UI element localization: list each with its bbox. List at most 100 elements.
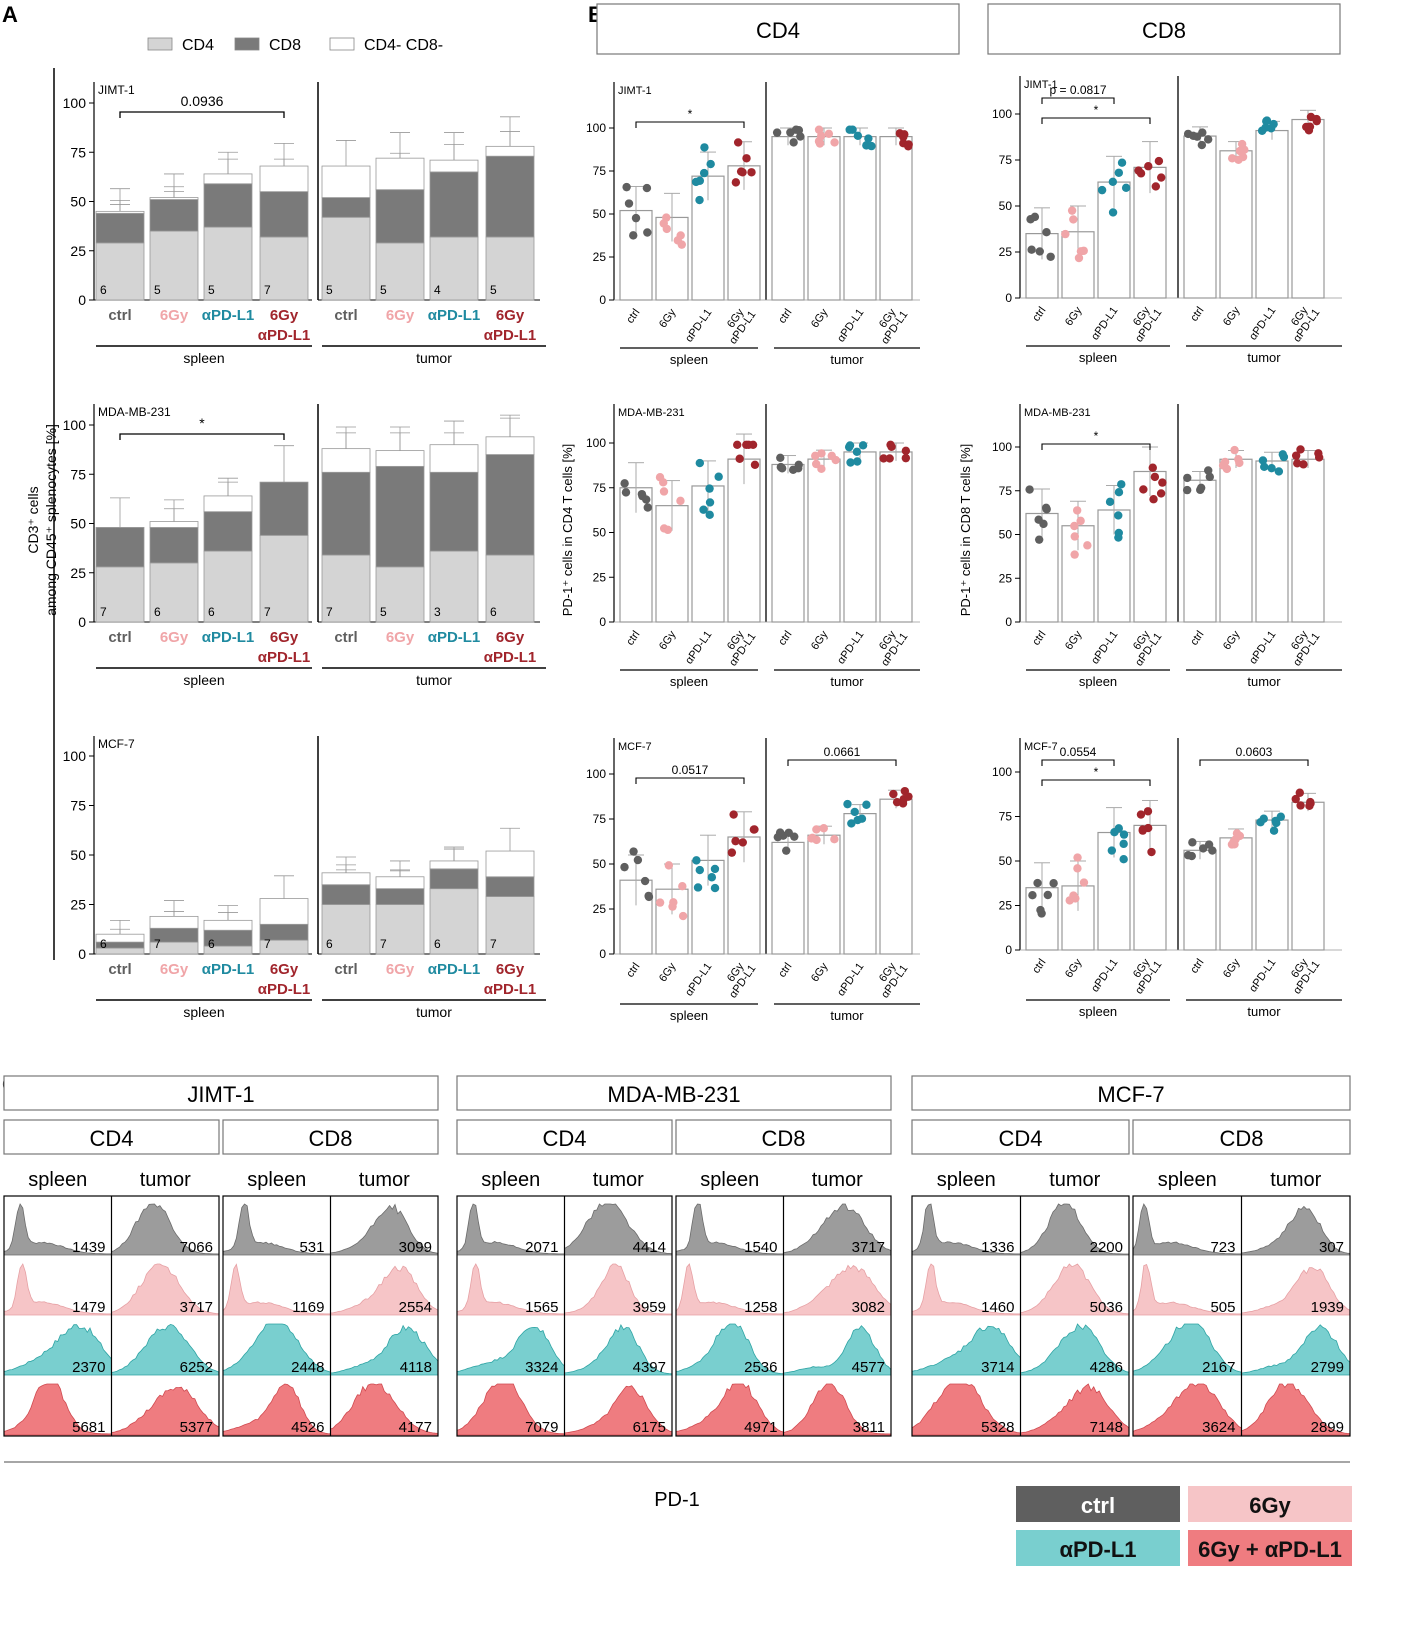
x-label-tumor-2: αPD-L1	[428, 961, 481, 978]
mfi-value-spleen-2: 2448	[291, 1359, 324, 1376]
data-point-spleen-2	[1108, 177, 1118, 187]
panel-c: JIMT-1CD4spleen1439147923705681tumor7066…	[3, 1075, 1352, 1566]
x-label-spleen-2: αPD-L1	[202, 629, 255, 646]
n-label: 6	[154, 605, 161, 619]
data-point-spleen-3	[729, 810, 738, 819]
n-label: 6	[208, 937, 215, 951]
histogram-spleen-2	[222, 1323, 331, 1376]
x-label-tumor-1: 6Gy	[809, 628, 831, 652]
data-point-spleen-0	[643, 503, 652, 512]
x-label-tumor-1: 6Gy	[809, 306, 831, 330]
bar-tumor-3-CD8	[485, 876, 535, 897]
histogram-tumor-1	[330, 1265, 439, 1316]
mfi-value-spleen-0: 1336	[981, 1239, 1014, 1256]
histogram-tumor-1	[111, 1263, 220, 1316]
histogram-tumor-3	[783, 1383, 892, 1436]
data-point-tumor-1	[819, 824, 828, 833]
bar-tumor-1	[1219, 837, 1253, 951]
data-point-spleen-2	[1117, 480, 1126, 489]
cell-line-label: MDA-MB-231	[1024, 407, 1091, 419]
data-point-spleen-1	[1083, 541, 1092, 550]
histogram-spleen-1	[675, 1263, 784, 1316]
data-point-tumor-3	[1314, 453, 1324, 462]
bar-spleen-0-CD4- CD8-	[95, 210, 145, 214]
data-point-spleen-2	[700, 143, 709, 152]
bracket-spleen	[635, 777, 745, 784]
y-tick-label: 25	[999, 571, 1013, 585]
cell-line-label: JIMT-1	[98, 83, 135, 97]
bar-tumor-2	[1255, 129, 1289, 299]
n-label: 7	[154, 937, 161, 951]
significance-bracket	[119, 111, 285, 118]
data-point-spleen-3	[1156, 489, 1166, 498]
data-point-spleen-1	[659, 487, 669, 496]
x-label-spleen-3b: αPD-L1	[258, 981, 311, 998]
data-point-tumor-1	[1218, 461, 1228, 470]
x-label-spleen-0: ctrl	[108, 961, 131, 978]
group-label-spleen: spleen	[670, 674, 708, 689]
data-point-tumor-2	[844, 442, 854, 452]
mfi-value-tumor-2: 4118	[400, 1359, 432, 1376]
histogram-spleen-3	[222, 1383, 331, 1436]
bar-tumor-2-CD8	[429, 471, 479, 552]
y-tick-label: 100	[992, 765, 1012, 779]
data-point-tumor-2	[853, 131, 863, 141]
site-label: spleen	[937, 1169, 996, 1191]
data-point-spleen-1	[1067, 206, 1077, 215]
data-point-spleen-3	[1154, 156, 1164, 166]
data-point-tumor-3	[901, 453, 911, 463]
histogram-tumor-3	[564, 1385, 673, 1436]
population-header-box	[1132, 1119, 1351, 1155]
data-point-tumor-3	[1293, 459, 1302, 468]
n-label: 7	[326, 605, 333, 619]
bracket-spleen	[1041, 779, 1151, 786]
bar-tumor-3-CD4- CD8-	[485, 145, 535, 157]
mfi-value-tumor-1: 1939	[1311, 1299, 1344, 1316]
data-point-spleen-0	[1036, 905, 1045, 915]
bracket-spleen-2-label: p = 0.0817	[1049, 83, 1106, 97]
n-label: 6	[490, 605, 497, 619]
x-label-tumor-3a: 6Gy	[496, 629, 525, 646]
histogram-spleen-1	[3, 1263, 112, 1316]
mfi-value-tumor-1: 2554	[399, 1299, 432, 1316]
panel-a-ylabel: CD3⁺ cells	[25, 486, 41, 553]
x-label-spleen-1: 6Gy	[160, 629, 189, 646]
data-point-tumor-2	[1269, 119, 1278, 129]
data-point-tumor-1	[1235, 146, 1245, 156]
x-label-tumor-2: αPD-L1	[428, 629, 481, 646]
data-point-tumor-1	[816, 131, 826, 141]
data-point-spleen-0	[629, 231, 638, 240]
data-point-spleen-0	[633, 855, 643, 865]
data-point-tumor-0	[1197, 140, 1207, 150]
x-label-spleen-3b: αPD-L1	[258, 327, 311, 344]
data-point-spleen-2	[695, 195, 704, 205]
data-point-tumor-3	[879, 454, 888, 463]
legend-box-3	[1188, 1530, 1352, 1566]
data-point-spleen-2	[1110, 828, 1119, 837]
data-point-spleen-2	[1117, 158, 1127, 167]
data-point-tumor-1	[1227, 154, 1237, 163]
data-point-spleen-0	[1035, 247, 1044, 256]
data-point-tumor-3	[1295, 788, 1304, 797]
x-label-tumor-0: ctrl	[776, 961, 794, 980]
x-label-tumor-1: 6Gy	[1221, 628, 1243, 652]
n-label: 5	[326, 283, 333, 297]
n-label: 7	[264, 937, 271, 951]
data-point-spleen-0	[1033, 878, 1042, 888]
data-point-tumor-3	[885, 454, 894, 463]
header-cd4: CD4	[756, 18, 800, 43]
data-point-tumor-0	[1198, 128, 1207, 137]
data-point-spleen-1	[662, 213, 671, 222]
population-header: CD4	[998, 1126, 1042, 1151]
n-label: 4	[434, 283, 441, 297]
mfi-value-tumor-2: 4286	[1090, 1359, 1123, 1376]
group-label-spleen: spleen	[670, 1008, 708, 1023]
significance-bracket	[119, 433, 285, 440]
cell-line-header: MCF-7	[1097, 1082, 1164, 1107]
panel-a-chart-1: MDA-MB-23102550751007ctrl66Gy6αPD-L176Gy…	[63, 404, 546, 688]
site-label: tumor	[593, 1169, 644, 1191]
bracket-spleen	[635, 121, 745, 128]
data-point-tumor-0	[1182, 485, 1192, 495]
y-tick-label: 75	[70, 144, 86, 160]
